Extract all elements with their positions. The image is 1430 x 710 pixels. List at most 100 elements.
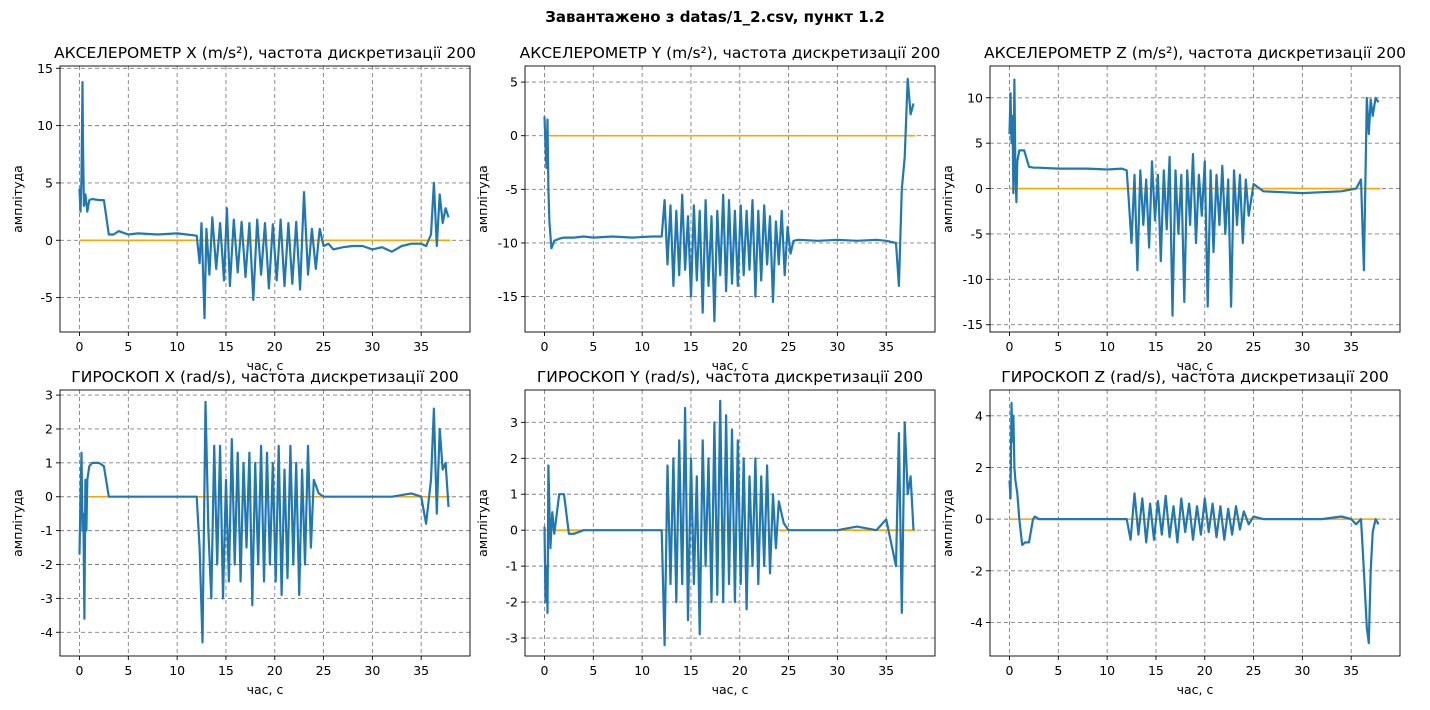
subplot-title: АКСЕЛЕРОМЕТР Y (m/s²), частота дискретиз…: [520, 44, 941, 62]
signal-series-line: [78, 400, 450, 644]
x-axis-label: час, с: [247, 682, 284, 697]
x-tick-label: 0: [541, 339, 549, 354]
x-tick-label: 25: [316, 339, 332, 354]
x-tick-label: 35: [878, 663, 894, 678]
signal-series-line: [1008, 401, 1380, 645]
x-tick-label: 10: [1099, 663, 1115, 678]
signal-series-line: [78, 80, 450, 320]
x-tick-label: 20: [267, 663, 283, 678]
x-tick-label: 35: [1343, 663, 1359, 678]
x-axis-label: час, с: [247, 358, 284, 373]
x-tick-label: 10: [1099, 339, 1115, 354]
x-tick-label: 10: [169, 663, 185, 678]
x-tick-label: 30: [1294, 339, 1310, 354]
y-tick-label: 5: [510, 75, 518, 90]
x-tick-label: 10: [634, 663, 650, 678]
x-tick-label: 20: [1197, 339, 1213, 354]
y-tick-label: 0: [510, 523, 518, 538]
y-tick-label: -4: [971, 615, 984, 630]
y-tick-label: -10: [963, 272, 983, 287]
x-tick-label: 0: [76, 663, 84, 678]
y-tick-label: 0: [45, 489, 53, 504]
x-tick-label: 5: [1054, 339, 1062, 354]
subplot-title: ГИРОСКОП X (rad/s), частота дискретизаці…: [71, 368, 458, 386]
y-axis-label: амплітуда: [475, 165, 490, 233]
subplot-6: 0 5 10 15 20 25 30 35 -4 -2 0 2 4 ГИРОСКОП Z (rad/s),…: [940, 368, 1401, 697]
x-tick-label: 15: [1148, 663, 1164, 678]
y-tick-label: -2: [971, 563, 983, 578]
x-tick-label: 30: [364, 339, 380, 354]
subplot-title: ГИРОСКОП Y (rad/s), частота дискретизаці…: [537, 368, 923, 386]
x-axis-label: час, с: [712, 682, 749, 697]
x-tick-label: 0: [541, 663, 549, 678]
y-tick-label: 0: [510, 128, 518, 143]
y-tick-label: -1: [41, 523, 53, 538]
signal-series-line: [543, 77, 915, 323]
x-tick-label: 0: [1006, 663, 1014, 678]
x-tick-label: 20: [1197, 663, 1213, 678]
x-tick-label: 25: [1246, 663, 1262, 678]
y-tick-label: -15: [498, 289, 518, 304]
x-tick-label: 10: [169, 339, 185, 354]
y-tick-label: 0: [45, 233, 53, 248]
x-tick-label: 25: [781, 339, 797, 354]
y-axis-label: амплітуда: [940, 165, 955, 233]
x-tick-label: 30: [829, 663, 845, 678]
y-tick-label: -1: [506, 559, 518, 574]
x-tick-label: 5: [1054, 663, 1062, 678]
x-tick-label: 35: [878, 339, 894, 354]
x-tick-label: 25: [1246, 339, 1262, 354]
y-tick-label: -5: [971, 226, 983, 241]
x-tick-label: 30: [829, 339, 845, 354]
x-tick-label: 10: [634, 339, 650, 354]
subplot-title: АКСЕЛЕРОМЕТР X (m/s²), частота дискретиз…: [54, 44, 476, 62]
x-tick-label: 20: [732, 663, 748, 678]
axes-frame: [59, 389, 471, 657]
y-tick-label: 15: [37, 61, 53, 76]
x-tick-label: 15: [683, 663, 699, 678]
x-axis-label: час, с: [1177, 358, 1214, 373]
y-tick-label: 10: [967, 90, 983, 105]
x-tick-label: 5: [589, 339, 597, 354]
y-tick-label: -5: [41, 290, 53, 305]
y-tick-label: 5: [975, 136, 983, 151]
y-tick-label: -2: [41, 557, 53, 572]
y-axis-label: амплітуда: [475, 489, 490, 557]
signal-series-line: [1008, 78, 1380, 317]
y-tick-label: 1: [510, 487, 518, 502]
x-tick-label: 30: [1294, 663, 1310, 678]
subplot-title: ГИРОСКОП Z (rad/s), частота дискретизаці…: [1001, 368, 1388, 386]
figure-title: Завантажено з datas/1_2.csv, пункт 1.2: [545, 8, 885, 26]
x-tick-label: 35: [1343, 339, 1359, 354]
y-tick-label: 4: [975, 408, 983, 423]
x-tick-label: 5: [589, 663, 597, 678]
y-tick-label: 1: [45, 455, 53, 470]
x-tick-label: 30: [364, 663, 380, 678]
x-tick-label: 25: [781, 663, 797, 678]
y-axis-label: амплітуда: [940, 489, 955, 557]
x-axis-label: час, с: [1177, 682, 1214, 697]
axes-frame: [524, 65, 936, 333]
axes-frame: [989, 65, 1401, 333]
x-tick-label: 15: [1148, 339, 1164, 354]
x-tick-label: 20: [732, 339, 748, 354]
y-tick-label: -2: [506, 595, 518, 610]
x-tick-label: 25: [316, 663, 332, 678]
x-tick-label: 5: [124, 663, 132, 678]
subplot-title: АКСЕЛЕРОМЕТР Z (m/s²), частота дискретиз…: [984, 44, 1406, 62]
y-tick-label: 5: [45, 175, 53, 190]
x-tick-label: 35: [413, 663, 429, 678]
x-axis-label: час, с: [712, 358, 749, 373]
y-tick-label: 3: [45, 388, 53, 403]
subplot-4: 0 5 10 15 20 25 30 35 -4 -3 -2 -1 0 1 2 3 ГИРОСКОП X (ra…: [10, 368, 471, 697]
x-tick-label: 15: [218, 339, 234, 354]
x-tick-label: 15: [218, 663, 234, 678]
y-tick-label: -3: [41, 591, 53, 606]
axes-frame: [524, 389, 936, 657]
y-tick-label: 10: [37, 118, 53, 133]
x-tick-label: 20: [267, 339, 283, 354]
x-tick-label: 5: [124, 339, 132, 354]
